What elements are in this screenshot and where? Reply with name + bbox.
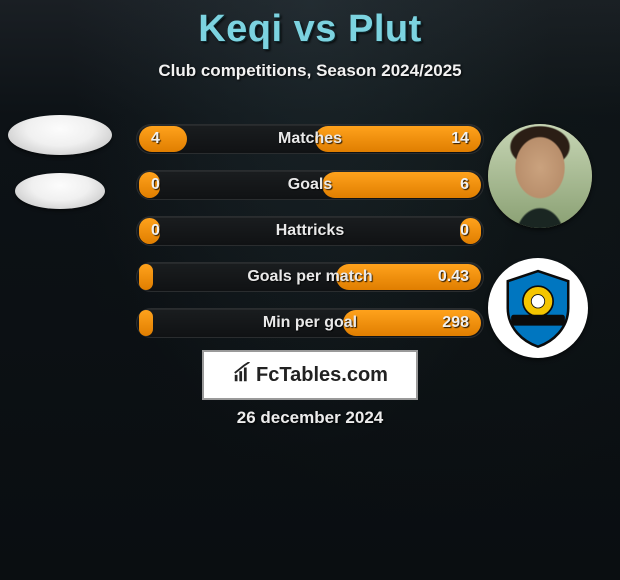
title-left: Keqi bbox=[198, 8, 282, 50]
placeholder-club-icon bbox=[15, 173, 105, 209]
stat-row: Matches414 bbox=[136, 124, 484, 154]
stat-fill-right bbox=[336, 264, 481, 290]
title-right: Plut bbox=[348, 8, 422, 50]
stat-row: Goals06 bbox=[136, 170, 484, 200]
stat-fill-right bbox=[315, 126, 481, 152]
stat-fill-left bbox=[139, 218, 160, 244]
stat-row: Min per goal298 bbox=[136, 308, 484, 338]
player-left-avatar bbox=[8, 115, 112, 219]
stat-fill-left bbox=[139, 172, 160, 198]
club-badge-icon bbox=[488, 258, 588, 358]
player-right-block bbox=[488, 124, 592, 358]
stat-row: Goals per match0.43 bbox=[136, 262, 484, 292]
stat-row: Hattricks00 bbox=[136, 216, 484, 246]
chart-icon bbox=[232, 362, 254, 389]
stat-label: Hattricks bbox=[137, 217, 483, 245]
title-vs: vs bbox=[294, 8, 337, 50]
subtitle: Club competitions, Season 2024/2025 bbox=[0, 61, 620, 81]
brand-link[interactable]: FcTables.com bbox=[202, 350, 418, 400]
stat-fill-right bbox=[460, 218, 481, 244]
stat-fill-left bbox=[139, 310, 153, 336]
brand-text: FcTables.com bbox=[256, 364, 388, 387]
stats-block: Matches414 Goals06 Hattricks00 Goals per ma… bbox=[136, 124, 484, 354]
player-right-photo bbox=[488, 124, 592, 228]
stat-fill-right bbox=[343, 310, 481, 336]
placeholder-avatar-icon bbox=[8, 115, 112, 155]
stat-fill-left bbox=[139, 126, 187, 152]
page-title: Keqi vs Plut bbox=[0, 0, 620, 51]
stat-fill-right bbox=[322, 172, 481, 198]
date-label: 26 december 2024 bbox=[0, 408, 620, 428]
stat-fill-left bbox=[139, 264, 153, 290]
